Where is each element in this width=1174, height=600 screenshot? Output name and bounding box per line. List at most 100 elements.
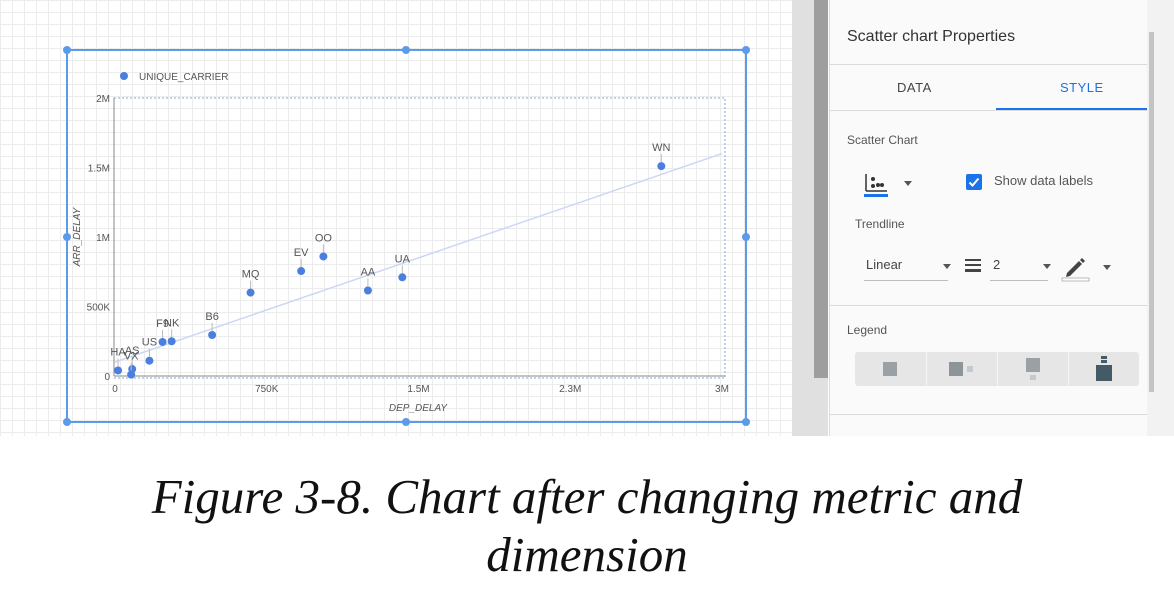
resize-handle-bottom-left[interactable] xyxy=(63,418,71,426)
data-point-b6[interactable] xyxy=(208,330,217,339)
data-label: WN xyxy=(652,142,670,154)
legend-bottom-icon xyxy=(1026,358,1040,380)
chart-axes: 0 750K 1.5M 2.3M 3M 0 500K 1M 1.5M 2M xyxy=(87,94,729,395)
tab-style[interactable]: STYLE xyxy=(1060,80,1104,95)
tab-data[interactable]: DATA xyxy=(897,80,932,95)
divider xyxy=(1068,352,1069,386)
trendline-type-dropdown[interactable]: Linear xyxy=(865,255,951,281)
data-label: AS xyxy=(125,345,140,357)
x-axis-label: DEP_DELAY xyxy=(389,403,449,414)
dropdown-underline xyxy=(864,280,948,281)
trendline xyxy=(114,152,723,363)
resize-handle-top-left[interactable] xyxy=(63,46,71,54)
data-point-wn[interactable] xyxy=(657,162,666,171)
x-tick-label: 1.5M xyxy=(407,384,429,395)
data-point-oo[interactable] xyxy=(319,252,328,261)
scatter-chart-icon xyxy=(864,174,888,197)
data-point-ha[interactable] xyxy=(114,366,123,375)
y-tick-label: 2M xyxy=(96,94,110,105)
dropdown-underline xyxy=(990,280,1048,281)
chart-selection-frame[interactable] xyxy=(63,46,750,426)
x-tick-label: 0 xyxy=(112,384,118,395)
legend-none-icon xyxy=(883,362,897,376)
pencil-icon xyxy=(1061,258,1090,282)
panel-title: Scatter chart Properties xyxy=(847,28,1016,45)
data-label: EV xyxy=(294,247,309,259)
data-point-ev[interactable] xyxy=(297,267,306,276)
data-point-us[interactable] xyxy=(145,356,154,365)
panel-scrollbar-thumb[interactable] xyxy=(1149,32,1154,392)
divider xyxy=(830,64,1148,65)
legend-section-label: Legend xyxy=(847,323,888,337)
chart-legend: UNIQUE_CARRIER xyxy=(120,72,228,83)
legend-top-button[interactable] xyxy=(1069,352,1139,386)
scatter-chart-label: Scatter Chart xyxy=(847,133,918,147)
plot-area-frame xyxy=(113,97,726,379)
data-label: B6 xyxy=(205,311,218,323)
caption-line-2: dimension xyxy=(486,527,688,582)
divider xyxy=(830,305,1148,306)
resize-handle-left[interactable] xyxy=(63,233,71,241)
x-tick-label: 3M xyxy=(715,384,729,395)
active-tab-indicator xyxy=(996,108,1148,110)
data-label: MQ xyxy=(242,269,260,281)
x-tick-label: 750K xyxy=(255,384,279,395)
legend-right-button[interactable] xyxy=(927,352,997,386)
show-data-labels-checkbox[interactable] xyxy=(966,174,982,190)
caption-line-1: Figure 3-8. Chart after changing metric … xyxy=(151,469,1023,524)
divider xyxy=(830,414,1148,415)
legend-bottom-button[interactable] xyxy=(998,352,1068,386)
data-label: F9 xyxy=(156,318,169,330)
legend-right-icon xyxy=(949,362,973,376)
trendline-label: Trendline xyxy=(855,217,905,231)
y-tick-label: 1M xyxy=(96,233,110,244)
trendline-width-dropdown[interactable]: 2 xyxy=(991,255,1051,281)
y-tick-label: 500K xyxy=(87,303,111,314)
y-tick-label: 1.5M xyxy=(88,164,110,175)
divider xyxy=(997,352,998,386)
resize-handle-right[interactable] xyxy=(742,233,750,241)
data-point-nk[interactable] xyxy=(167,337,176,346)
report-canvas: UNIQUE_CARRIER 0 750K 1.5M 2.3M 3M 0 500K 1M 1.5… xyxy=(0,0,792,436)
chevron-down-icon xyxy=(943,264,951,269)
data-label: UA xyxy=(395,253,411,265)
chart-type-picker[interactable] xyxy=(863,170,915,198)
data-label: VX xyxy=(124,351,139,363)
scatter-chart[interactable]: UNIQUE_CARRIER 0 750K 1.5M 2.3M 3M 0 500K 1M 1.5… xyxy=(0,0,792,436)
data-label: HA xyxy=(110,346,126,358)
data-label: AA xyxy=(361,267,376,279)
data-point-ua[interactable] xyxy=(398,273,407,282)
selection-border[interactable] xyxy=(66,49,747,423)
data-point-mq[interactable] xyxy=(246,288,255,297)
legend-position-group xyxy=(855,352,1139,386)
x-tick-label: 2.3M xyxy=(559,384,581,395)
y-axis-label: ARR_DELAY xyxy=(72,206,83,267)
chevron-down-icon xyxy=(904,181,912,186)
resize-handle-bottom[interactable] xyxy=(402,418,410,426)
legend-top-icon xyxy=(1096,356,1112,381)
resize-handle-top-right[interactable] xyxy=(742,46,750,54)
chevron-down-icon xyxy=(1043,264,1051,269)
chevron-down-icon xyxy=(1103,265,1111,270)
canvas-scrollbar[interactable] xyxy=(814,0,828,378)
show-data-labels-label: Show data labels xyxy=(994,173,1094,188)
figure-caption: Figure 3-8. Chart after changing metric … xyxy=(0,468,1174,584)
resize-handle-top[interactable] xyxy=(402,46,410,54)
checkmark-icon xyxy=(968,177,980,187)
trendline-type-value: Linear xyxy=(866,257,903,272)
trendline-color-picker[interactable] xyxy=(1061,254,1113,284)
data-point-aa[interactable] xyxy=(363,286,372,295)
data-label: OO xyxy=(315,232,333,244)
resize-handle-bottom-right[interactable] xyxy=(742,418,750,426)
legend-label: UNIQUE_CARRIER xyxy=(139,72,228,83)
data-point-vx[interactable] xyxy=(127,370,136,379)
legend-none-button[interactable] xyxy=(855,352,925,386)
data-label: NK xyxy=(164,317,180,329)
divider xyxy=(830,110,1148,111)
line-weight-icon xyxy=(965,259,981,272)
data-point-f9[interactable] xyxy=(158,337,167,346)
divider xyxy=(926,352,927,386)
data-label: US xyxy=(142,337,157,349)
properties-panel: Scatter chart Properties DATA STYLE Scat… xyxy=(829,0,1148,436)
